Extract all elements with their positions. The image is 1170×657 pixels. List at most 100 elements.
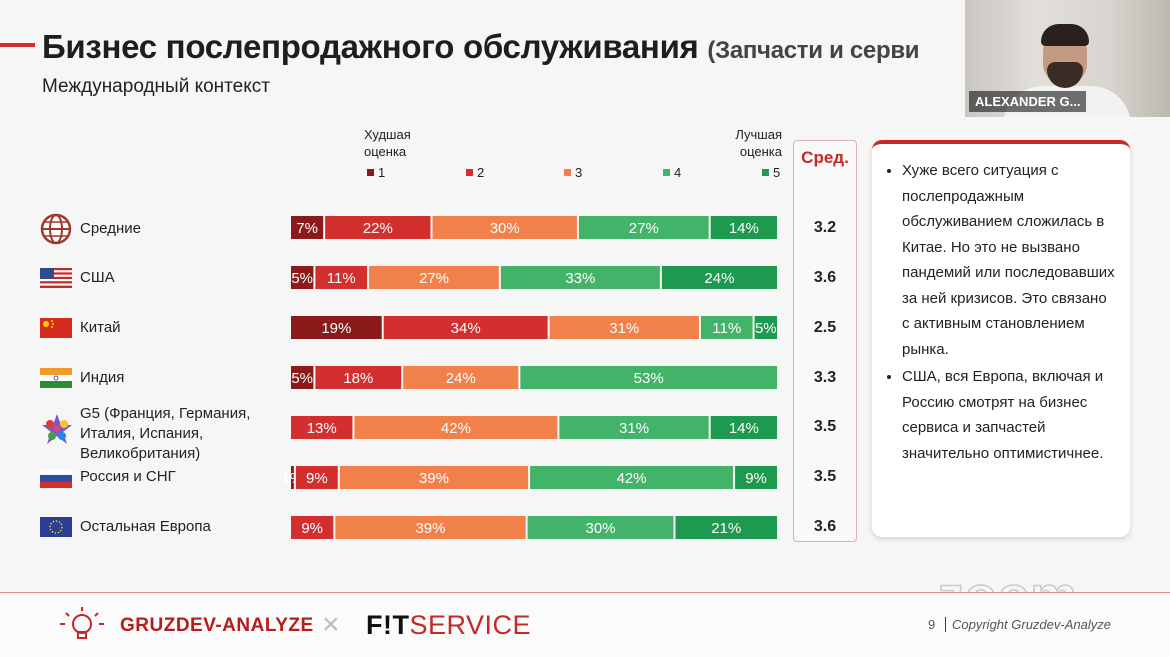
bar-label-row3-score3: 31% xyxy=(609,320,639,337)
row-label-russia: Россия и СНГ xyxy=(80,468,176,485)
bar-segment-row2-score5 xyxy=(661,266,777,289)
row-label-india: Индия xyxy=(80,369,125,386)
participant-name-label: ALEXANDER G... xyxy=(969,91,1087,112)
bar-segment-row7-score5 xyxy=(675,516,777,539)
logo-separator: × xyxy=(322,608,340,641)
legend-score-2: 2 xyxy=(477,165,485,180)
bar-label-row3-score2: 34% xyxy=(451,320,481,337)
bar-segment-row3-score2 xyxy=(383,316,548,339)
bar-segment-row1-score2 xyxy=(325,216,431,239)
bar-label-row6-score3: 39% xyxy=(419,470,449,487)
globe-icon xyxy=(40,213,72,245)
page-number: 9 xyxy=(928,617,936,632)
bar-segment-row1-score5 xyxy=(710,216,777,239)
bar-label-row4-score1: 5% xyxy=(291,370,313,387)
bar-segment-row1-score1 xyxy=(291,216,324,239)
bar-segment-row5-score3 xyxy=(354,416,558,439)
bar-label-row5-score2: 13% xyxy=(307,420,337,437)
page-title: Бизнес послепродажного обслуживания (Зап… xyxy=(42,28,920,65)
commentary-bullet-1: Хуже всего ситуация с послепродажным обс… xyxy=(902,158,1118,362)
bar-label-row5-score5: 14% xyxy=(729,420,759,437)
bar-segment-row5-score5 xyxy=(710,416,777,439)
avg-value-china: 2.5 xyxy=(813,319,837,336)
legend-worst-label: Худшая оценка xyxy=(364,127,411,159)
india-flag-icon xyxy=(40,368,72,388)
bar-segment-row7-score4 xyxy=(527,516,674,539)
average-column-frame xyxy=(793,140,857,542)
bar-label-row5-score3: 42% xyxy=(441,420,471,437)
bar-label-row7-score3: 39% xyxy=(415,520,445,537)
legend-swatch-1 xyxy=(367,169,374,176)
bar-segment-row2-score4 xyxy=(500,266,660,289)
bar-label-row5-score4: 31% xyxy=(619,420,649,437)
row-label-average: Средние xyxy=(80,220,141,237)
row-label-usa: США xyxy=(80,269,115,286)
bar-label-row6-score5: 9% xyxy=(745,470,767,487)
bar-segment-row2-score1 xyxy=(291,266,314,289)
copyright-text: Copyright Gruzdev-Analyze xyxy=(945,617,1111,632)
bar-label-row3-score1: 19% xyxy=(321,320,351,337)
bar-label-row4-score4: 53% xyxy=(634,370,664,387)
page-title-suffix: (Запчасти и серви xyxy=(707,37,920,64)
bar-segment-row4-score2 xyxy=(315,366,402,389)
average-column-header: Сред. xyxy=(801,148,849,167)
page-subtitle: Международный контекст xyxy=(42,76,270,97)
bar-segment-row4-score1 xyxy=(291,366,314,389)
bar-label-row6-score2: 9% xyxy=(306,470,328,487)
avg-value-g5: 3.5 xyxy=(813,418,837,435)
bar-segment-row5-score2 xyxy=(291,416,353,439)
footer-divider xyxy=(0,592,1170,593)
eu-flag-icon xyxy=(40,517,72,537)
bar-label-row4-score3: 24% xyxy=(446,370,476,387)
bar-segment-row5-score4 xyxy=(559,416,709,439)
bar-segment-row6-score2 xyxy=(295,466,338,489)
avg-value-russia: 3.5 xyxy=(813,468,837,485)
row-label-china: Китай xyxy=(80,319,121,336)
lightbulb-icon xyxy=(60,607,104,639)
commentary-box: Хуже всего ситуация с послепродажным обс… xyxy=(872,140,1130,537)
person-hair xyxy=(1041,24,1089,46)
bar-label-row6-score4: 42% xyxy=(617,470,647,487)
russia-flag-icon xyxy=(40,468,72,488)
bar-segment-row6-score1 xyxy=(291,466,294,489)
legend-best-label: Лучшая оценка xyxy=(735,127,782,159)
row-label-g5: G5 (Франция, Германия, Италия, Испания, … xyxy=(80,405,251,462)
legend-swatch-3 xyxy=(564,169,571,176)
bar-segment-row4-score3 xyxy=(403,366,519,389)
bar-label-row1-score2: 22% xyxy=(363,220,393,237)
bar-label-row2-score3: 27% xyxy=(419,270,449,287)
legend-score-5: 5 xyxy=(773,165,781,180)
bar-segment-row1-score3 xyxy=(432,216,577,239)
bar-label-row7-score5: 21% xyxy=(711,520,741,537)
bar-label-row1-score4: 27% xyxy=(629,220,659,237)
china-flag-icon xyxy=(40,318,72,338)
bar-segment-row7-score3 xyxy=(335,516,526,539)
bar-segment-row4-score4 xyxy=(520,366,777,389)
bar-label-row7-score2: 9% xyxy=(301,520,323,537)
bar-label-row2-score5: 24% xyxy=(704,270,734,287)
bar-label-row1-score5: 14% xyxy=(729,220,759,237)
usa-flag-icon xyxy=(40,268,72,288)
participant-video[interactable]: ALEXANDER G... xyxy=(965,0,1170,117)
bar-segment-row3-score5 xyxy=(754,316,777,339)
legend-score-4: 4 xyxy=(674,165,682,180)
bar-label-row7-score4: 30% xyxy=(586,520,616,537)
legend-swatch-5 xyxy=(762,169,769,176)
bar-segment-row1-score4 xyxy=(578,216,709,239)
bar-label-row2-score2: 11% xyxy=(327,270,356,287)
legend-swatch-2 xyxy=(466,169,473,176)
legend-swatch-4 xyxy=(663,169,670,176)
avg-value-average: 3.2 xyxy=(813,219,837,236)
title-accent-line xyxy=(0,43,35,47)
bar-segment-row6-score5 xyxy=(735,466,777,489)
bar-segment-row3-score3 xyxy=(549,316,699,339)
bar-label-row2-score4: 33% xyxy=(565,270,595,287)
bar-label-row2-score1: 5% xyxy=(291,270,313,287)
legend-score-1: 1 xyxy=(378,165,386,180)
logo-gruzdev-analyze: GRUZDEV-ANALYZE xyxy=(120,615,314,636)
row-label-other-europe: Остальная Европа xyxy=(80,518,211,535)
avg-value-usa: 3.6 xyxy=(813,269,837,286)
commentary-bullet-2: США, вся Европа, включая и Россию смотря… xyxy=(902,364,1118,466)
bar-label-row3-score5: 5% xyxy=(755,320,777,337)
